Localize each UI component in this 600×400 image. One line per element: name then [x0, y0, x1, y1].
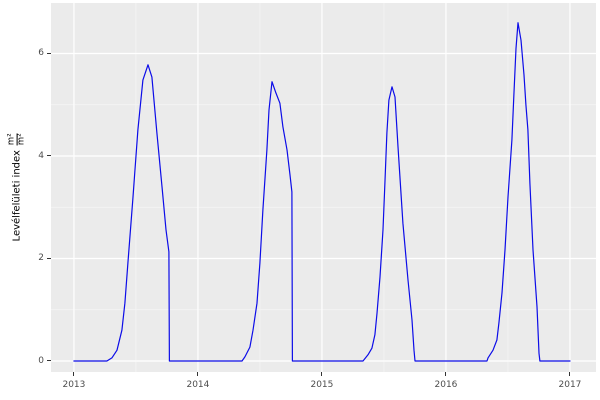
x-axis-tick-mark	[321, 372, 323, 376]
plot-panel	[51, 3, 596, 372]
y-axis-tick-label: 4	[38, 150, 44, 161]
y-axis-tick-label: 2	[38, 253, 44, 264]
x-axis-tick-mark	[197, 372, 199, 376]
x-axis-tick-mark	[569, 372, 571, 376]
y-axis-title-text: Levélfelületi index	[11, 150, 23, 242]
y-axis-tick-mark	[47, 155, 51, 157]
x-axis-tick-label: 2016	[434, 380, 458, 390]
y-axis-title-inner: Levélfelületi index m² m²	[6, 133, 27, 242]
x-axis-tick-label: 2015	[310, 380, 334, 390]
series-line-lev-lfel-leti-index	[73, 22, 571, 362]
y-axis-tick-label: 0	[38, 355, 44, 366]
x-axis-tick-label: 2017	[558, 380, 582, 390]
plot-svg	[51, 3, 596, 372]
y-axis-unit-fraction: m² m²	[6, 133, 27, 146]
y-axis-tick-label: 6	[38, 48, 44, 59]
x-axis-tick-label: 2014	[186, 380, 210, 390]
x-axis-tick-mark	[73, 372, 75, 376]
x-axis-tick-mark	[445, 372, 447, 376]
unit-numerator: m²	[6, 133, 17, 146]
y-axis-tick-mark	[47, 360, 51, 362]
y-axis-tick-mark	[47, 52, 51, 54]
y-axis-tick-mark	[47, 257, 51, 259]
unit-denominator: m²	[16, 133, 27, 146]
x-axis-tick-label: 2013	[62, 380, 86, 390]
